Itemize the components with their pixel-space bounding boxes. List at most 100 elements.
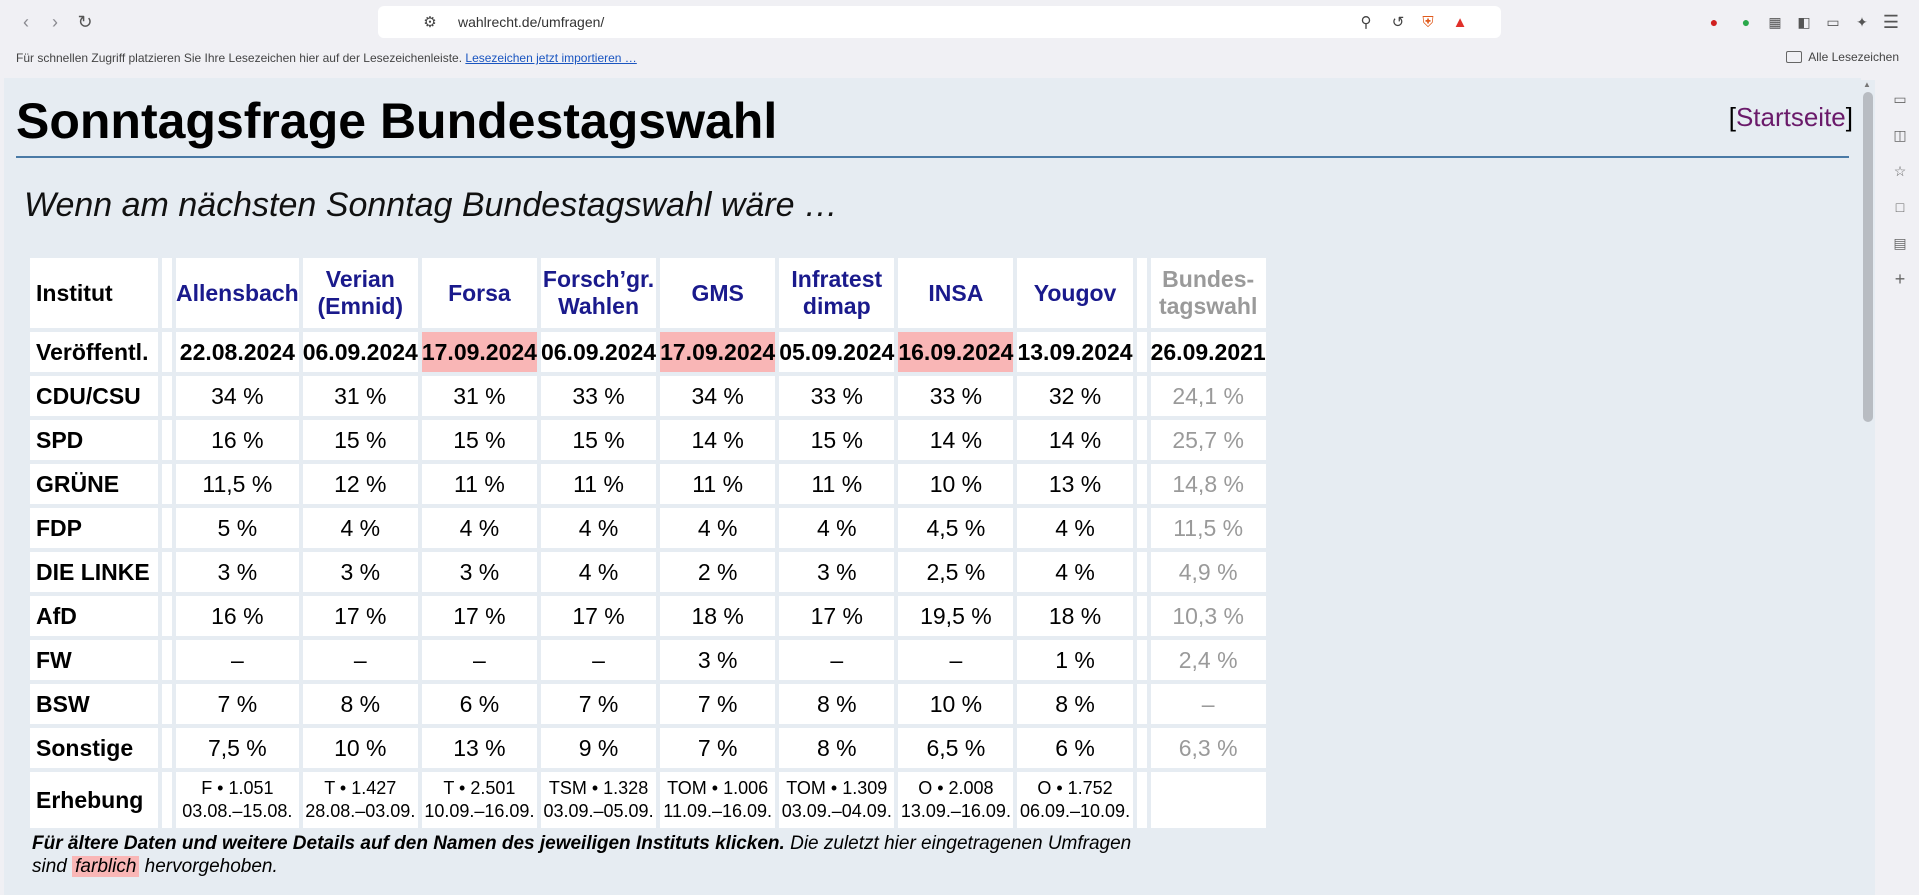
- institute-header-3[interactable]: Forsch’gr. Wahlen: [540, 258, 657, 328]
- column-gap: [1136, 420, 1147, 460]
- survey-info: F • 1.051 03.08.–15.08.: [176, 772, 299, 828]
- institute-name[interactable]: GMS: [691, 279, 744, 306]
- party-row: FDP 5 % 4 % 4 % 4 % 4 % 4 % 4,5 % 4 % 11,5 %: [30, 508, 1266, 548]
- poll-value: 19,5 %: [898, 596, 1014, 636]
- column-gap: [1136, 258, 1147, 328]
- column-gap: [1136, 332, 1147, 372]
- reference-survey-empty: [1150, 772, 1266, 828]
- all-bookmarks-button[interactable]: Alle Lesezeichen: [1786, 50, 1899, 64]
- poll-value: 7,5 %: [176, 728, 299, 768]
- reference-value: 4,9 %: [1150, 552, 1266, 592]
- institute-name[interactable]: Yougov: [1033, 279, 1117, 306]
- scrollbar-thumb[interactable]: [1863, 92, 1873, 422]
- poll-value: 16 %: [176, 420, 299, 460]
- survey-method-size: O • 2.008: [918, 778, 994, 798]
- zoom-icon[interactable]: ⚲: [1360, 14, 1372, 31]
- poll-value: 32 %: [1017, 376, 1133, 416]
- sidebar-toggle-icon[interactable]: ◧: [1797, 13, 1811, 30]
- survey-period: 03.08.–15.08.: [182, 801, 293, 821]
- party-row: AfD 16 % 17 % 17 % 17 % 18 % 17 % 19,5 % 18 % 10,…: [30, 596, 1266, 636]
- leo-ai-icon[interactable]: ✦: [1856, 13, 1868, 30]
- menu-icon[interactable]: ☰: [1882, 11, 1900, 32]
- header-row: Institut Allensbach Verian (Emnid) Forsa Fors…: [30, 258, 1266, 328]
- bookmarks-panel-icon[interactable]: □: [1895, 199, 1905, 215]
- bracket-open: [: [1728, 102, 1736, 132]
- column-gap: [1136, 640, 1147, 680]
- brave-rewards-icon[interactable]: ▲: [1452, 13, 1468, 31]
- institute-name[interactable]: Forsa: [448, 279, 511, 306]
- site-settings-icon[interactable]: ⚙: [423, 14, 437, 31]
- poll-value: –: [898, 640, 1014, 680]
- extensions-puzzle-icon[interactable]: ▦: [1768, 13, 1782, 30]
- institute-name[interactable]: Allensbach: [176, 279, 299, 306]
- extension-red-icon[interactable]: ●: [1709, 14, 1719, 30]
- wallet-icon[interactable]: ▭: [1826, 13, 1840, 30]
- poll-value: 9 %: [540, 728, 657, 768]
- reader-icon[interactable]: ▤: [1893, 234, 1907, 251]
- brave-shield-icon[interactable]: ⛨: [1422, 13, 1434, 31]
- column-gap: [1136, 552, 1147, 592]
- institute-header-1[interactable]: Verian (Emnid): [302, 258, 418, 328]
- party-name: AfD: [30, 596, 158, 636]
- scroll-up-icon[interactable]: ▲: [1863, 80, 1871, 89]
- party-name: FW: [30, 640, 158, 680]
- published-date: 06.09.2024: [302, 332, 418, 372]
- poll-value: 17 %: [302, 596, 418, 636]
- institute-name-line2[interactable]: dimap: [802, 293, 871, 319]
- institute-name-line2[interactable]: (Emnid): [317, 293, 404, 319]
- poll-value: 11 %: [779, 464, 895, 504]
- reference-value: 2,4 %: [1150, 640, 1266, 680]
- poll-value: –: [421, 640, 537, 680]
- party-row: BSW 7 % 8 % 6 % 7 % 7 % 8 % 10 % 8 % –: [30, 684, 1266, 724]
- footnote-text: Die zuletzt hier eingetragenen Umfragen …: [32, 833, 1132, 877]
- poll-table: Institut Allensbach Verian (Emnid) Forsa Fors…: [26, 254, 1270, 832]
- poll-value: 34 %: [176, 376, 299, 416]
- back-icon[interactable]: ‹: [23, 11, 29, 32]
- institute-name[interactable]: Infratest: [791, 266, 883, 292]
- published-date: 17.09.2024: [421, 332, 537, 372]
- poll-value: 10 %: [302, 728, 418, 768]
- forward-icon[interactable]: ›: [52, 11, 58, 32]
- column-gap: [1136, 596, 1147, 636]
- party-row: Sonstige 7,5 % 10 % 13 % 9 % 7 % 8 % 6,5 % 6 % 6,…: [30, 728, 1266, 768]
- poll-value: 11 %: [660, 464, 776, 504]
- favorites-star-icon[interactable]: ☆: [1893, 162, 1907, 179]
- url-text[interactable]: wahlrecht.de/umfragen/: [458, 14, 605, 30]
- institute-name-line2[interactable]: Wahlen: [558, 293, 639, 319]
- reference-value: 11,5 %: [1150, 508, 1266, 548]
- shield-check-icon[interactable]: ●: [1741, 14, 1751, 30]
- column-gap: [162, 258, 172, 328]
- add-panel-icon[interactable]: +: [1894, 268, 1906, 289]
- share-icon[interactable]: ↺: [1391, 14, 1405, 31]
- poll-value: 8 %: [779, 684, 895, 724]
- wallet-panel-icon[interactable]: ▭: [1893, 90, 1907, 107]
- home-link[interactable]: Startseite: [1735, 102, 1846, 132]
- poll-value: 16 %: [176, 596, 299, 636]
- poll-value: 13 %: [1017, 464, 1133, 504]
- institute-name[interactable]: Verian: [325, 266, 395, 292]
- all-bookmarks-label: Alle Lesezeichen: [1808, 50, 1899, 64]
- institute-header-0[interactable]: Allensbach: [176, 258, 299, 328]
- poll-value: 34 %: [660, 376, 776, 416]
- import-bookmarks-link[interactable]: Lesezeichen jetzt importieren …: [465, 51, 637, 65]
- institute-header-4[interactable]: GMS: [660, 258, 776, 328]
- published-date: 13.09.2024: [1017, 332, 1133, 372]
- institute-header-2[interactable]: Forsa: [421, 258, 537, 328]
- url-bar[interactable]: ⚙ wahlrecht.de/umfragen/ ⚲ ↺ ⛨ ▲: [378, 6, 1501, 38]
- institute-name[interactable]: INSA: [928, 279, 984, 306]
- institute-header-7[interactable]: Yougov: [1017, 258, 1133, 328]
- poll-value: 7 %: [176, 684, 299, 724]
- survey-method-size: T • 1.427: [324, 778, 397, 798]
- reload-icon[interactable]: ↻: [77, 11, 93, 32]
- poll-value: 18 %: [1017, 596, 1133, 636]
- institute-header-5[interactable]: Infratest dimap: [779, 258, 895, 328]
- survey-method-size: TOM • 1.309: [786, 778, 888, 798]
- reading-list-icon[interactable]: ◫: [1893, 126, 1907, 143]
- poll-value: 14 %: [660, 420, 776, 460]
- institute-name[interactable]: Forsch’gr.: [542, 266, 655, 292]
- bookmarks-hint-text: Für schnellen Zugriff platzieren Sie Ihr…: [16, 51, 463, 65]
- footnote-highlight: farblich: [72, 856, 140, 877]
- institute-header-6[interactable]: INSA: [898, 258, 1014, 328]
- scrollbar[interactable]: ▲: [1859, 80, 1875, 895]
- party-name: DIE LINKE: [30, 552, 158, 592]
